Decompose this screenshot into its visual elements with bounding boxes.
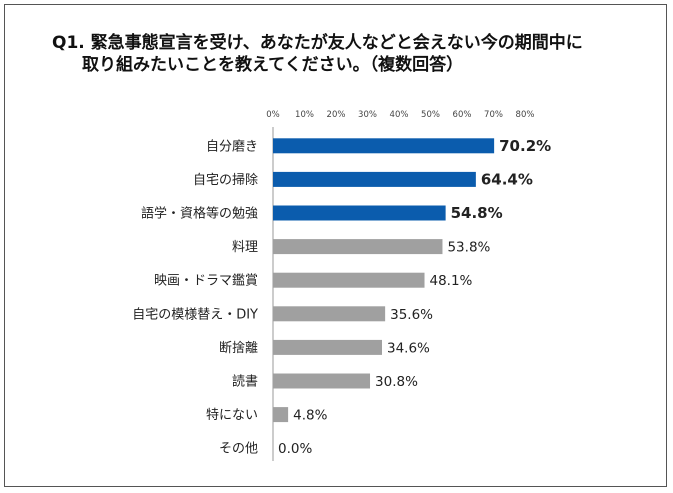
value-label: 4.8% <box>293 408 327 424</box>
category-label: 断捨離 <box>219 340 258 356</box>
x-tick-label: 20% <box>327 110 346 120</box>
bar <box>273 138 495 154</box>
x-tick-label: 40% <box>390 110 409 120</box>
chart-title-line1: Q1. 緊急事態宣言を受け、あなたが友人などと会えない今の期間中に <box>52 33 583 53</box>
value-label: 48.1% <box>430 273 473 289</box>
chart-frame <box>4 4 667 487</box>
bar <box>273 339 382 355</box>
category-label: 映画・ドラマ鑑賞 <box>154 273 258 289</box>
x-tick-label: 60% <box>453 110 472 120</box>
chart-title-line2: 取り組みたいことを教えてください。（複数回答） <box>82 55 464 75</box>
category-label: 読書 <box>232 374 258 390</box>
bar <box>273 171 476 187</box>
bar <box>273 306 386 322</box>
bar <box>273 272 425 288</box>
value-label: 0.0% <box>278 441 312 457</box>
category-label: 自分磨き <box>206 139 258 154</box>
bar <box>273 373 371 389</box>
category-label: 特にない <box>206 408 258 423</box>
value-label: 30.8% <box>375 374 418 390</box>
category-label: 料理 <box>232 240 258 255</box>
x-tick-label: 30% <box>358 110 377 120</box>
category-label: その他 <box>219 442 258 457</box>
value-label: 34.6% <box>387 340 430 356</box>
value-label: 35.6% <box>390 307 433 323</box>
x-tick-label: 0% <box>266 110 280 120</box>
bar <box>273 407 289 423</box>
bar <box>273 205 446 221</box>
category-label: 語学・資格等の勉強 <box>141 206 258 222</box>
value-label: 70.2% <box>499 137 551 155</box>
value-label: 53.8% <box>447 240 490 256</box>
x-tick-label: 50% <box>421 110 440 120</box>
x-tick-label: 80% <box>516 110 535 120</box>
value-label: 54.8% <box>451 204 503 222</box>
bar <box>273 239 443 255</box>
x-tick-label: 70% <box>484 110 503 120</box>
chart-title: Q1. 緊急事態宣言を受け、あなたが友人などと会えない今の期間中に 取り組みたい… <box>52 32 583 76</box>
value-label: 64.4% <box>481 170 533 188</box>
category-label: 自宅の掃除 <box>193 172 258 188</box>
x-tick-label: 10% <box>295 110 314 120</box>
category-label: 自宅の模様替え・DIY <box>132 307 258 322</box>
